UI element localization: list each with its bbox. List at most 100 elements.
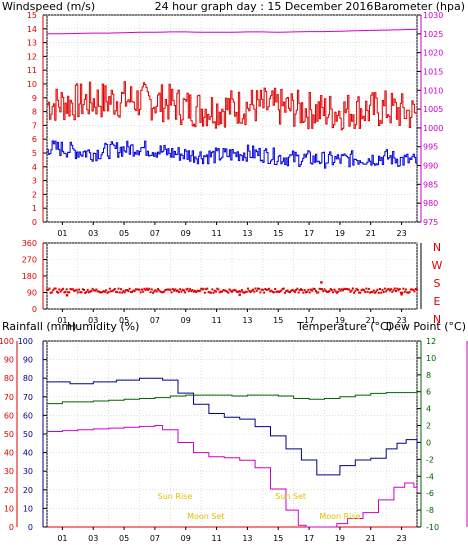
windspeed-tick-label: 6 bbox=[32, 135, 37, 144]
barometer-tick-label: 1030 bbox=[423, 11, 443, 20]
direction-point bbox=[345, 288, 348, 290]
direction-point bbox=[407, 291, 410, 294]
direction-point bbox=[329, 288, 332, 290]
direction-point bbox=[224, 289, 227, 292]
direction-point bbox=[117, 287, 120, 290]
direction-point bbox=[164, 289, 167, 291]
direction-point bbox=[191, 289, 194, 292]
direction-point bbox=[244, 290, 247, 293]
x-tick-label: 01 bbox=[57, 316, 67, 325]
direction-point bbox=[365, 287, 368, 290]
direction-letter-s: S bbox=[434, 277, 441, 290]
direction-outlier bbox=[238, 293, 241, 296]
direction-point bbox=[355, 287, 358, 290]
direction-point bbox=[408, 291, 411, 294]
direction-point bbox=[353, 291, 356, 294]
direction-point bbox=[223, 289, 226, 292]
direction-point bbox=[206, 287, 209, 290]
x-tick-label: 19 bbox=[335, 316, 345, 325]
direction-point bbox=[252, 288, 254, 291]
direction-point bbox=[116, 291, 119, 294]
direction-points bbox=[46, 281, 418, 297]
direction-point bbox=[65, 288, 68, 291]
direction-point bbox=[111, 290, 114, 293]
direction-point bbox=[185, 288, 188, 291]
rainfall-tick-label: 50 bbox=[4, 430, 14, 439]
direction-point bbox=[195, 291, 198, 294]
dewpoint-line bbox=[47, 425, 418, 528]
direction-point bbox=[96, 290, 99, 293]
windspeed-tick-label: 15 bbox=[27, 11, 37, 20]
x-tick-label: 17 bbox=[304, 534, 314, 543]
direction-point bbox=[401, 291, 404, 294]
direction-point bbox=[108, 287, 111, 290]
direction-point bbox=[166, 288, 169, 291]
direction-point bbox=[118, 291, 121, 294]
temperature-tick-label: -8 bbox=[426, 506, 434, 515]
direction-point bbox=[398, 288, 401, 291]
direction-point bbox=[83, 288, 85, 291]
rainfall-tick-label: 20 bbox=[4, 486, 14, 495]
direction-point bbox=[322, 290, 325, 293]
direction-point bbox=[100, 291, 103, 294]
temperature-tick-label: 12 bbox=[426, 337, 436, 346]
direction-point bbox=[388, 289, 391, 292]
direction-point bbox=[142, 290, 145, 293]
direction-outlier bbox=[65, 294, 69, 297]
direction-point bbox=[260, 288, 263, 291]
direction-point bbox=[272, 291, 275, 294]
windspeed-axis-label: Windspeed (m/s) bbox=[2, 0, 95, 13]
direction-point bbox=[342, 289, 344, 292]
direction-point bbox=[163, 290, 166, 293]
direction-point bbox=[323, 288, 326, 291]
direction-point bbox=[406, 291, 409, 294]
direction-point bbox=[132, 289, 135, 292]
direction-point bbox=[307, 288, 310, 291]
direction-point bbox=[170, 291, 173, 294]
direction-point bbox=[314, 290, 317, 292]
direction-point bbox=[115, 290, 118, 293]
direction-point bbox=[344, 288, 347, 291]
direction-point bbox=[138, 288, 141, 291]
direction-point bbox=[391, 290, 394, 293]
rainfall-tick-label: 0 bbox=[9, 523, 14, 532]
direction-point bbox=[270, 289, 273, 292]
direction-point bbox=[263, 291, 266, 294]
direction-point bbox=[358, 291, 360, 294]
direction-point bbox=[92, 289, 95, 292]
x-tick-label: 07 bbox=[150, 229, 160, 238]
direction-point bbox=[120, 288, 122, 291]
direction-point bbox=[211, 288, 214, 291]
direction-letter-e: E bbox=[434, 295, 441, 308]
direction-point bbox=[158, 289, 161, 292]
direction-point bbox=[264, 288, 267, 290]
direction-point bbox=[175, 290, 178, 292]
direction-point bbox=[205, 288, 208, 291]
direction-point bbox=[86, 289, 89, 292]
direction-point bbox=[356, 289, 359, 291]
direction-point bbox=[369, 291, 372, 294]
direction-point bbox=[233, 288, 236, 291]
direction-point bbox=[265, 288, 268, 291]
direction-point bbox=[247, 287, 249, 290]
direction-point bbox=[313, 288, 316, 290]
direction-point bbox=[215, 290, 217, 293]
direction-point bbox=[112, 289, 115, 291]
barometer-tick-label: 1000 bbox=[423, 124, 443, 133]
direction-tick-label: 360 bbox=[22, 239, 37, 248]
direction-point bbox=[184, 291, 187, 294]
direction-point bbox=[187, 290, 190, 293]
windspeed-tick-label: 14 bbox=[27, 25, 37, 34]
barometer-tick-label: 1015 bbox=[423, 67, 443, 76]
direction-point bbox=[354, 289, 357, 292]
direction-point bbox=[149, 291, 152, 294]
direction-point bbox=[55, 290, 58, 293]
direction-point bbox=[382, 291, 385, 293]
direction-point bbox=[160, 291, 163, 294]
direction-point bbox=[186, 287, 189, 290]
rainfall-tick-label: 30 bbox=[4, 467, 14, 476]
direction-point bbox=[363, 289, 365, 292]
windspeed-tick-label: 10 bbox=[27, 80, 37, 89]
direction-point bbox=[218, 291, 221, 294]
